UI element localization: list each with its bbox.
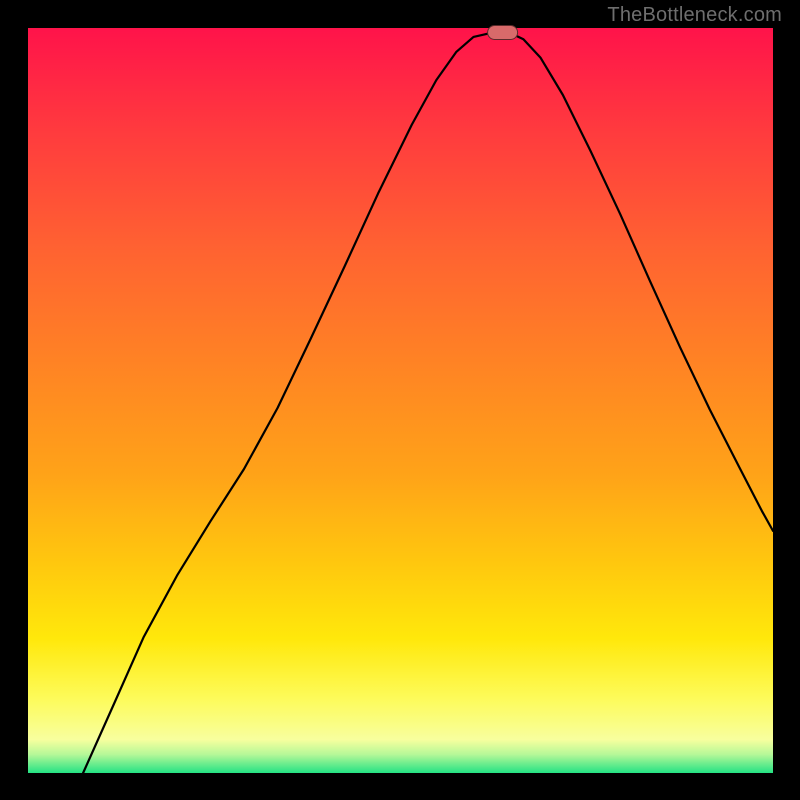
- bottleneck-curve: [83, 33, 773, 773]
- watermark-text: TheBottleneck.com: [607, 4, 782, 27]
- chart-svg: [0, 0, 800, 800]
- optimum-marker: [488, 26, 518, 40]
